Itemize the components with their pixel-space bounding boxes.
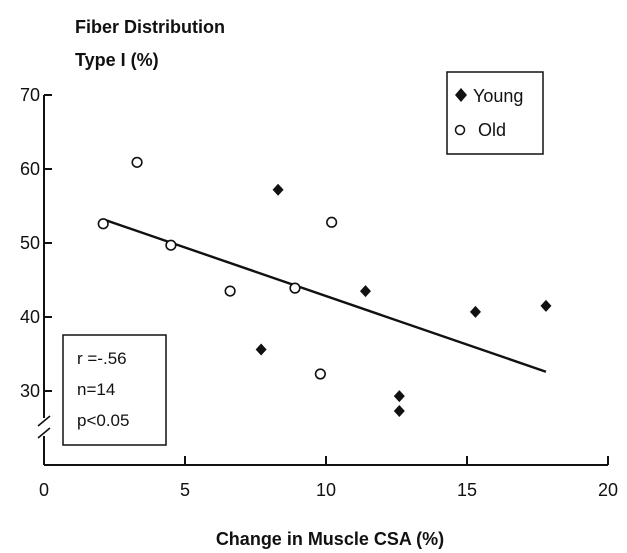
stat-p: p<0.05 [77,411,129,430]
young-data-point [540,299,552,312]
young-data-point [255,343,267,356]
young-data-point [359,285,371,298]
x-tick-label: 15 [457,480,477,500]
old-data-point [314,368,326,380]
legend-young-marker [455,88,467,102]
x-tick-label: 10 [316,480,336,500]
y-axis-title: Type I (%) [75,50,159,70]
y-tick-label: 50 [20,233,40,253]
x-tick-label: 5 [180,480,190,500]
x-ticks: 0 5 10 15 20 [39,456,618,500]
chart-title: Fiber Distribution [75,17,225,37]
y-tick-label: 70 [20,85,40,105]
legend-old-marker [454,124,466,136]
x-axis-label: Change in Muscle CSA (%) [216,529,444,549]
old-data-point [97,218,109,230]
stats-box: r =-.56 n=14 p<0.05 [62,334,167,446]
young-data-point [393,390,405,403]
x-tick-label: 0 [39,480,49,500]
young-data-point [469,305,481,318]
old-data-point [326,216,338,228]
y-tick-label: 60 [20,159,40,179]
y-axis-break-mark [37,427,51,439]
x-tick-label: 20 [598,480,618,500]
data-points [97,156,552,417]
legend: Young Old [446,71,544,155]
y-axis-break-mark [37,415,51,427]
old-data-point [289,282,301,294]
stat-n: n=14 [77,380,115,399]
regression-line [102,218,547,373]
legend-young-label: Young [473,86,523,106]
young-data-point [393,404,405,417]
legend-old-label: Old [478,120,506,140]
legend-box [446,71,544,155]
stat-r: r =-.56 [77,349,127,368]
y-tick-label: 30 [20,381,40,401]
young-data-point [272,183,284,196]
old-data-point [165,239,177,251]
y-tick-label: 40 [20,307,40,327]
old-data-point [131,156,143,168]
stats-box-frame [62,334,167,446]
y-ticks: 30 40 50 60 70 [20,85,52,401]
old-data-point [224,285,236,297]
